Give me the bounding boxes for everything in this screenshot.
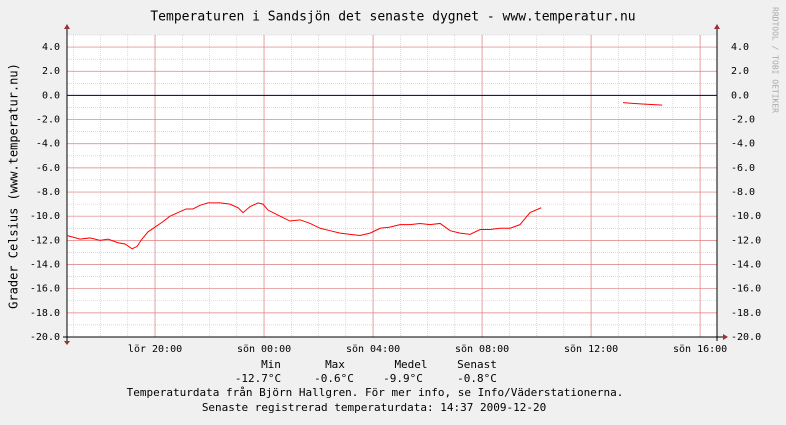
chart-title: Temperaturen i Sandsjön det senaste dygn… xyxy=(150,10,635,25)
y-tick-label-right: -8.0 xyxy=(731,187,755,198)
footer-line: Temperaturdata från Björn Hallgren. För … xyxy=(127,386,624,399)
y-tick-label-right: -20.0 xyxy=(731,332,761,343)
data-line xyxy=(66,102,663,250)
y-tick-label-right: -16.0 xyxy=(731,284,761,295)
y-tick-label: 2.0 xyxy=(42,66,60,77)
y-tick-label: -18.0 xyxy=(30,308,60,319)
summary-value: -12.7°C xyxy=(235,372,281,385)
y-tick-label-right: -12.0 xyxy=(731,235,761,246)
summary-header: Min xyxy=(261,358,281,371)
x-tick-label: sön 00:00 xyxy=(237,344,291,355)
summary-value: -0.8°C xyxy=(457,372,497,385)
watermark: RRDTOOL / TOBI OETIKER xyxy=(771,7,780,113)
axis-arrow xyxy=(723,334,728,340)
y-tick-label-right: 0.0 xyxy=(731,90,749,101)
y-tick-label-right: -4.0 xyxy=(731,139,755,150)
summary-header: Medel xyxy=(394,358,427,371)
y-tick-label-right: -14.0 xyxy=(731,260,761,271)
x-tick-label: sön 12:00 xyxy=(564,344,618,355)
y-tick-label: -6.0 xyxy=(36,163,60,174)
summary-value: -9.9°C xyxy=(383,372,423,385)
summary-value: -0.6°C xyxy=(314,372,354,385)
y-tick-label-right: 2.0 xyxy=(731,66,749,77)
y-tick-label: -20.0 xyxy=(30,332,60,343)
y-tick-label-right: 4.0 xyxy=(731,42,749,53)
y-tick-label: 4.0 xyxy=(42,42,60,53)
y-tick-label: -8.0 xyxy=(36,187,60,198)
y-tick-label: -14.0 xyxy=(30,260,60,271)
footer-line: Senaste registrerad temperaturdata: 14:3… xyxy=(202,401,546,414)
y-tick-label: 0.0 xyxy=(42,90,60,101)
axis-arrow xyxy=(64,24,70,29)
y-tick-label-right: -6.0 xyxy=(731,163,755,174)
x-tick-label: sön 16:00 xyxy=(673,344,727,355)
y-axis-label: Grader Celsius (www.temperatur.nu) xyxy=(7,63,21,309)
y-tick-label: -4.0 xyxy=(36,139,60,150)
x-tick-label: sön 08:00 xyxy=(455,344,509,355)
x-tick-label: sön 04:00 xyxy=(346,344,400,355)
y-tick-label-right: -18.0 xyxy=(731,308,761,319)
y-tick-label: -16.0 xyxy=(30,284,60,295)
plot-area xyxy=(67,35,717,337)
x-tick-label: lör 20:00 xyxy=(128,344,182,355)
y-tick-label-right: -10.0 xyxy=(731,211,761,222)
y-tick-label: -2.0 xyxy=(36,115,60,126)
summary-header: Senast xyxy=(457,358,497,371)
y-tick-label: -10.0 xyxy=(30,211,60,222)
axis-arrow xyxy=(714,24,720,29)
axis-arrow xyxy=(64,341,70,345)
summary-header: Max xyxy=(325,358,345,371)
y-tick-label-right: -2.0 xyxy=(731,115,755,126)
y-tick-label: -12.0 xyxy=(30,235,60,246)
